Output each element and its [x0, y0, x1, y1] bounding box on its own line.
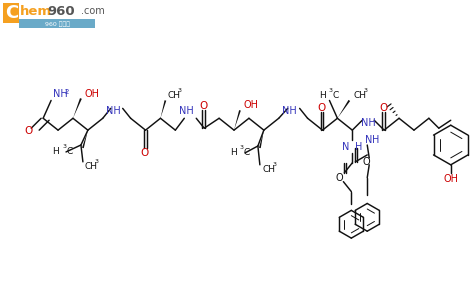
Text: 3: 3 [273, 162, 277, 167]
Text: NH: NH [361, 118, 376, 128]
Text: OH: OH [85, 88, 100, 98]
Polygon shape [234, 110, 241, 130]
Text: 3: 3 [95, 159, 99, 164]
Text: CH: CH [353, 91, 366, 100]
Text: NH: NH [283, 106, 297, 116]
Text: NH: NH [106, 106, 121, 116]
Text: CH: CH [167, 91, 181, 100]
Bar [19, 19, 95, 28]
Text: .com: .com [81, 6, 105, 16]
Text: 960 化工网: 960 化工网 [45, 21, 70, 27]
Text: O: O [363, 157, 370, 167]
Text: 3: 3 [62, 144, 66, 149]
Polygon shape [82, 130, 88, 148]
Text: O: O [24, 126, 32, 136]
Polygon shape [259, 130, 264, 148]
Text: 2: 2 [64, 88, 68, 95]
Text: O: O [379, 103, 387, 113]
Text: NH: NH [179, 106, 194, 116]
Polygon shape [161, 100, 166, 118]
Text: C: C [332, 91, 339, 100]
Text: H: H [52, 147, 59, 156]
Text: C: C [66, 147, 72, 156]
Text: H: H [372, 135, 380, 145]
Text: N: N [365, 135, 373, 145]
Text: CH: CH [85, 162, 98, 171]
Bar [3, 4, 19, 23]
Text: 3: 3 [328, 88, 332, 93]
Text: OH: OH [443, 174, 458, 184]
Text: 3: 3 [177, 88, 182, 93]
Text: H: H [356, 142, 363, 152]
Text: N: N [342, 142, 349, 152]
Text: C: C [244, 149, 250, 157]
Text: OH: OH [244, 100, 259, 110]
Text: H: H [319, 91, 326, 100]
Text: CH: CH [263, 165, 276, 174]
Text: 960: 960 [47, 5, 75, 18]
Text: O: O [336, 173, 343, 183]
Polygon shape [73, 98, 82, 118]
Text: O: O [199, 101, 207, 111]
Text: C: C [5, 4, 18, 22]
Text: H: H [230, 149, 237, 157]
Text: O: O [318, 103, 326, 113]
Text: NH: NH [53, 89, 68, 100]
Text: hem: hem [20, 5, 52, 18]
Text: 3: 3 [363, 88, 367, 93]
Text: O: O [140, 148, 149, 158]
Polygon shape [337, 100, 350, 118]
Text: 3: 3 [240, 145, 244, 150]
